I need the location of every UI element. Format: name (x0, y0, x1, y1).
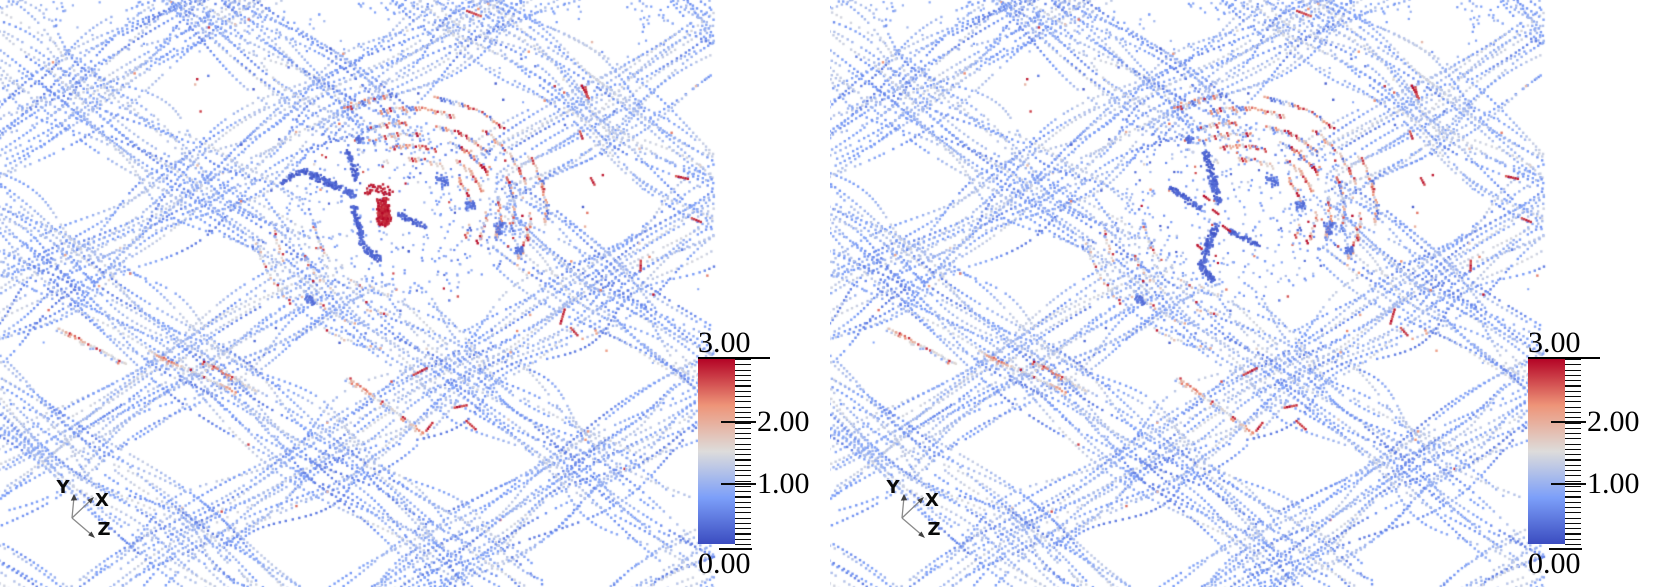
colorbar-tick-label-2: 2.00 (1587, 405, 1640, 438)
colorbar-gradient (1528, 359, 1565, 544)
colorbar-minor-ticks (1565, 359, 1582, 546)
orientation-axes-widget: Y X Z (885, 477, 941, 538)
z-arrowhead-icon (918, 531, 925, 538)
colorbar-minor-ticks (735, 359, 752, 546)
x-arrowhead-icon (917, 497, 924, 504)
y-arrowhead-icon (70, 494, 78, 501)
colorbar-tick-label-1: 1.00 (1587, 467, 1640, 500)
colorbar-tick-label-2: 2.00 (757, 405, 810, 438)
render-view-panel-2: 3.00 2.00 1.00 0.00 Y X Z (830, 0, 1660, 587)
z-axis-label: Z (927, 519, 940, 538)
scalar-colorbar[interactable]: 3.00 2.00 1.00 0.00 (1528, 326, 1660, 582)
colorbar-tick-1 (1551, 483, 1586, 485)
scalar-colorbar[interactable]: 3.00 2.00 1.00 0.00 (698, 326, 830, 582)
y-axis-label: Y (885, 477, 900, 498)
orientation-axes-widget: Y X Z (55, 477, 111, 538)
colorbar-min-label: 0.00 (1528, 547, 1581, 580)
colorbar-tick-2 (721, 421, 756, 423)
y-axis-arrow (71, 496, 75, 519)
z-arrowhead-icon (88, 531, 95, 538)
colorbar-min-label: 0.00 (698, 547, 751, 580)
z-axis-label: Z (97, 519, 110, 538)
colorbar-tick-2 (1551, 421, 1586, 423)
y-arrowhead-icon (900, 494, 908, 501)
x-arrowhead-icon (87, 497, 94, 504)
colorbar-gradient (698, 359, 735, 544)
colorbar-tick-1 (721, 483, 756, 485)
z-axis-arrow (71, 517, 94, 537)
x-axis-label: X (925, 490, 939, 511)
colorbar-min-tick (1549, 548, 1582, 550)
colorbar-top-tick (1528, 357, 1600, 359)
point-cloud-canvas-1[interactable] (0, 0, 830, 587)
colorbar-min-tick (719, 548, 752, 550)
colorbar-max-label: 3.00 (698, 326, 751, 359)
z-axis-arrow (901, 517, 924, 537)
x-axis-label: X (95, 490, 109, 511)
render-view-panel-1: 3.00 2.00 1.00 0.00 Y X Z (0, 0, 830, 587)
y-axis-arrow (901, 496, 905, 519)
y-axis-label: Y (55, 477, 70, 498)
x-axis-arrow (901, 498, 923, 519)
x-axis-arrow (71, 498, 93, 519)
colorbar-tick-label-1: 1.00 (757, 467, 810, 500)
point-cloud-canvas-2[interactable] (830, 0, 1660, 587)
colorbar-top-tick (698, 357, 770, 359)
colorbar-max-label: 3.00 (1528, 326, 1581, 359)
